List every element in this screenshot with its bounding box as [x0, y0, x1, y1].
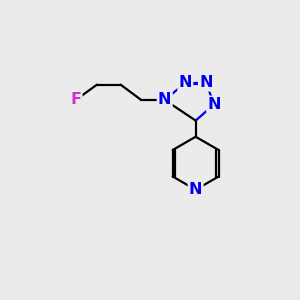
Text: N: N	[199, 75, 213, 90]
Text: N: N	[178, 75, 192, 90]
Text: N: N	[158, 92, 172, 107]
Text: F: F	[70, 92, 81, 107]
Text: N: N	[207, 97, 221, 112]
Text: N: N	[189, 182, 202, 197]
